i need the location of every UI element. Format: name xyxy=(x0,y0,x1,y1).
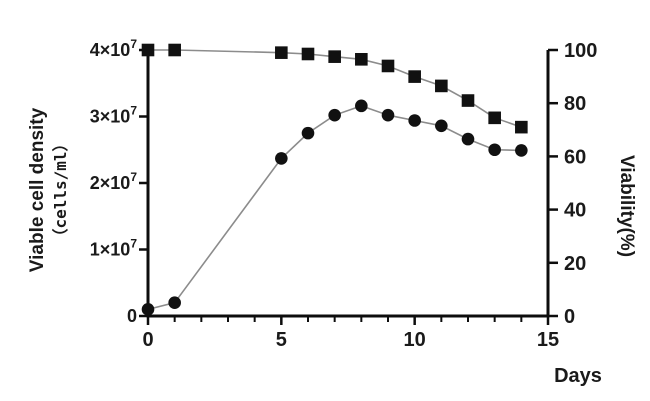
series-viable-cell-density xyxy=(141,99,528,316)
data-point-square xyxy=(488,111,501,125)
data-point-square xyxy=(301,47,315,61)
left-tick-label: 2×107 xyxy=(90,170,138,193)
data-point-circle xyxy=(461,132,475,146)
data-point-square xyxy=(328,50,341,63)
data-point-square xyxy=(435,79,448,93)
right-axis-ticks: 0 20 40 60 80 100 xyxy=(548,40,597,328)
left-tick-label: 0 xyxy=(127,306,137,326)
right-tick-label: 80 xyxy=(564,93,586,115)
data-point-square xyxy=(141,43,155,57)
right-tick-label: 40 xyxy=(564,200,586,222)
data-point-circle xyxy=(355,99,368,113)
right-tick-label: 100 xyxy=(564,40,597,62)
left-tick-label: 1×107 xyxy=(90,237,138,260)
x-tick-label: 5 xyxy=(276,329,287,351)
data-point-circle xyxy=(168,296,181,310)
data-point-square xyxy=(275,46,288,59)
data-point-circle xyxy=(381,108,395,122)
data-point-circle xyxy=(515,144,528,157)
data-point-circle xyxy=(408,114,421,127)
left-tick-label: 3×107 xyxy=(90,104,138,127)
data-point-square xyxy=(355,53,368,66)
data-point-square xyxy=(381,59,395,73)
x-tick-label: 0 xyxy=(142,329,153,351)
data-point-square xyxy=(408,70,421,83)
data-point-square xyxy=(168,43,181,57)
x-tick-label: 15 xyxy=(537,329,559,351)
data-point-circle xyxy=(328,108,341,122)
data-point-square xyxy=(461,94,475,107)
x-tick-label: 10 xyxy=(404,329,426,351)
left-axis-ticks: 0 1×107 2×107 3×107 4×107 xyxy=(90,37,148,326)
x-axis-ticks: 0 5 10 15 xyxy=(142,316,559,351)
data-point-circle xyxy=(301,126,315,140)
data-point-circle xyxy=(141,303,155,316)
right-tick-label: 60 xyxy=(564,146,586,168)
data-point-square xyxy=(515,120,528,134)
right-tick-label: 20 xyxy=(564,253,586,275)
left-tick-label: 4×107 xyxy=(90,37,138,60)
right-tick-label: 0 xyxy=(564,306,575,328)
data-point-circle xyxy=(488,143,501,157)
series-viability xyxy=(141,43,528,134)
data-point-circle xyxy=(275,152,288,165)
data-point-circle xyxy=(435,119,448,133)
